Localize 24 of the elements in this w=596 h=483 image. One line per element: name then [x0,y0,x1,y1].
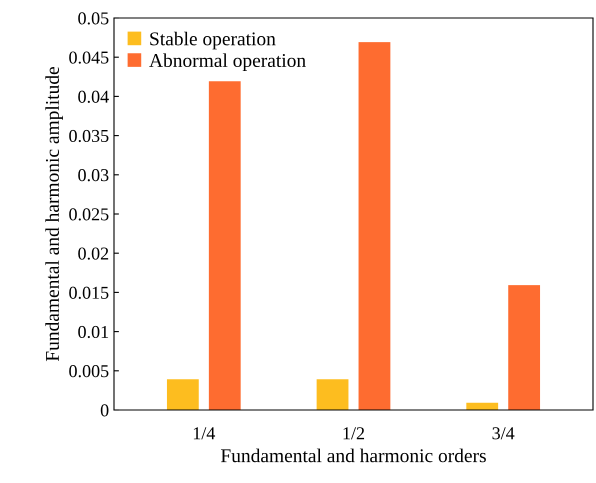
bar [166,378,200,410]
y-tick-label: 0.01 [78,326,108,338]
legend-label: Abnormal operation [149,53,306,72]
bar [507,284,542,410]
y-tick-label: 0.04 [78,90,109,103]
y-tick-label: 0 [100,404,108,416]
x-tick-label: 1/2 [344,427,364,440]
y-axis-title: Fundamental and harmonic amplitude [45,66,63,362]
bar [357,40,392,410]
legend-label: Stable operation [150,32,276,50]
y-tick-label: 0.025 [69,208,108,221]
y-tick-label: 0.03 [78,169,108,182]
x-tick-label: 3/4 [492,427,514,440]
bar [208,80,242,410]
y-tick-label: 0.045 [69,51,108,64]
bar [465,402,500,410]
y-tick-label: 0.035 [69,130,108,142]
y-tick-label: 0.005 [69,365,108,378]
x-axis-title: Fundamental and harmonic orders [220,448,486,462]
bar [316,378,350,410]
y-tick-label: 0.05 [78,12,108,25]
y-tick-label: 0.015 [69,286,108,299]
x-tick-label: 1/4 [194,427,216,440]
y-tick-label: 0.02 [78,247,108,260]
